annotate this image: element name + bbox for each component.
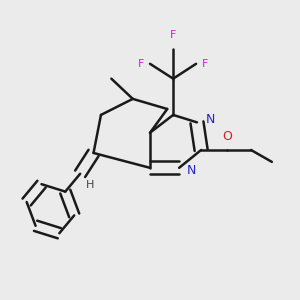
Text: F: F [170,30,176,40]
Text: N: N [187,164,196,177]
Text: F: F [202,59,208,69]
Text: H: H [86,180,94,190]
Text: N: N [206,113,215,126]
Text: F: F [138,59,144,69]
Text: O: O [222,130,232,142]
